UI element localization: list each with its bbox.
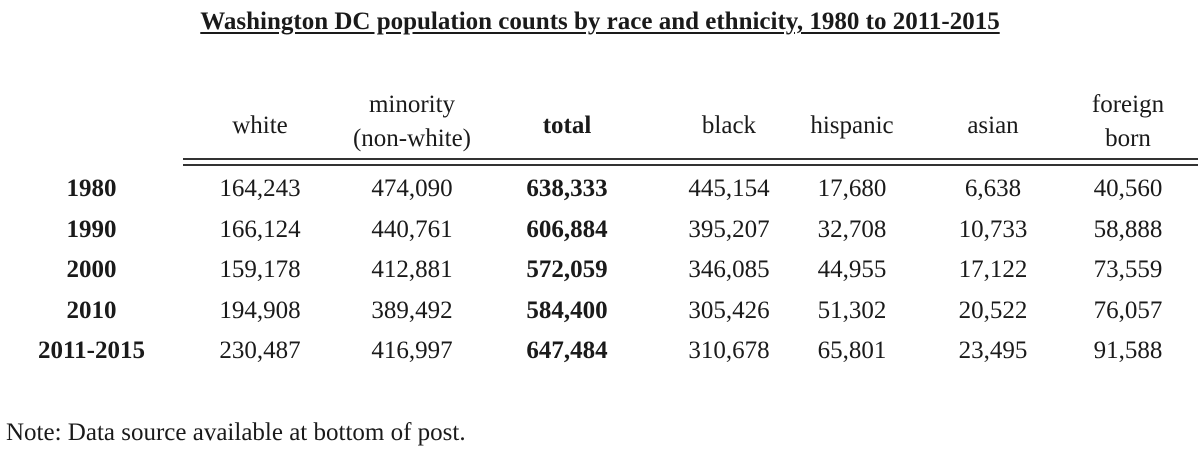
column-header-label-line2: born bbox=[1105, 125, 1151, 152]
cell-minority: 416,997 bbox=[371, 337, 453, 364]
column-header-asian: asian bbox=[893, 109, 1093, 143]
cell-white: 230,487 bbox=[219, 337, 301, 364]
cell-hispanic: 51,302 bbox=[817, 297, 887, 324]
cell-hispanic: 17,680 bbox=[817, 175, 887, 202]
table-title: Washington DC population counts by race … bbox=[200, 8, 1000, 35]
column-header-label: white bbox=[232, 112, 288, 139]
row-label-2010: 2010 bbox=[66, 297, 117, 324]
row-label-1990: 1990 bbox=[66, 216, 117, 243]
column-header-white: white bbox=[160, 109, 360, 143]
cell-foreign-born: 73,559 bbox=[1093, 256, 1163, 283]
column-header-label-line2: (non-white) bbox=[352, 125, 472, 152]
cell-foreign-born: 58,888 bbox=[1093, 216, 1163, 243]
cell-asian: 6,638 bbox=[964, 175, 1022, 202]
cell-black: 395,207 bbox=[688, 216, 770, 243]
cell-hispanic: 32,708 bbox=[817, 216, 887, 243]
cell-total: 584,400 bbox=[526, 297, 608, 324]
cell-asian: 20,522 bbox=[958, 297, 1028, 324]
row-label-2000: 2000 bbox=[66, 256, 117, 283]
footnote: Note: Data source available at bottom of… bbox=[6, 419, 466, 446]
cell-minority: 389,492 bbox=[371, 297, 453, 324]
row-label-1980: 1980 bbox=[66, 175, 117, 202]
column-header-total: total bbox=[467, 109, 667, 143]
cell-asian: 17,122 bbox=[958, 256, 1028, 283]
cell-black: 346,085 bbox=[688, 256, 770, 283]
cell-total: 606,884 bbox=[526, 216, 608, 243]
cell-black: 445,154 bbox=[688, 175, 770, 202]
cell-total: 647,484 bbox=[526, 337, 608, 364]
cell-foreign-born: 40,560 bbox=[1093, 175, 1163, 202]
cell-foreign-born: 76,057 bbox=[1093, 297, 1163, 324]
cell-total: 572,059 bbox=[526, 256, 608, 283]
cell-white: 166,124 bbox=[219, 216, 301, 243]
cell-black: 305,426 bbox=[688, 297, 770, 324]
cell-white: 194,908 bbox=[219, 297, 301, 324]
cell-hispanic: 44,955 bbox=[817, 256, 887, 283]
cell-minority: 440,761 bbox=[371, 216, 453, 243]
cell-hispanic: 65,801 bbox=[817, 337, 887, 364]
column-header-hispanic: hispanic bbox=[752, 109, 952, 143]
cell-minority: 474,090 bbox=[371, 175, 453, 202]
column-header-label: total bbox=[542, 112, 592, 139]
column-header-label: asian bbox=[967, 112, 1019, 139]
header-rule-bottom bbox=[183, 164, 1198, 166]
cell-total: 638,333 bbox=[526, 175, 608, 202]
cell-asian: 23,495 bbox=[958, 337, 1028, 364]
header-rule-top bbox=[183, 158, 1198, 160]
column-header-minority: minority (non-white) bbox=[312, 88, 512, 156]
cell-white: 159,178 bbox=[219, 256, 301, 283]
column-header-label: minority bbox=[368, 91, 456, 118]
cell-asian: 10,733 bbox=[958, 216, 1028, 243]
column-header-black: black bbox=[629, 109, 829, 143]
cell-minority: 412,881 bbox=[371, 256, 453, 283]
cell-white: 164,243 bbox=[219, 175, 301, 202]
cell-foreign-born: 91,588 bbox=[1093, 337, 1163, 364]
cell-black: 310,678 bbox=[688, 337, 770, 364]
column-header-label: hispanic bbox=[810, 112, 894, 139]
column-header-foreign-born: foreign born bbox=[1028, 88, 1200, 156]
column-header-label: black bbox=[701, 112, 757, 139]
column-header-label: foreign bbox=[1091, 91, 1165, 118]
row-label-2011-2015: 2011-2015 bbox=[38, 337, 145, 364]
